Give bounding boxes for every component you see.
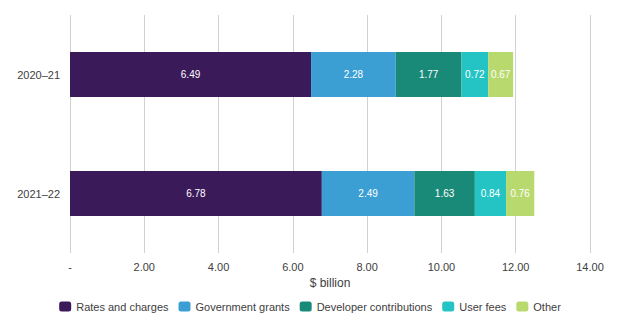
svg-text:$ billion: $ billion [310,276,351,290]
svg-text:4.00: 4.00 [208,261,229,273]
svg-text:6.49: 6.49 [181,69,201,80]
svg-text:1.63: 1.63 [435,188,455,199]
svg-text:Other: Other [533,301,561,313]
svg-text:12.00: 12.00 [502,261,530,273]
svg-text:Developer contributions: Developer contributions [317,301,433,313]
svg-text:1.77: 1.77 [419,69,439,80]
svg-text:6.00: 6.00 [282,261,303,273]
svg-text:-: - [68,261,72,273]
svg-text:Rates and charges: Rates and charges [76,301,169,313]
svg-text:8.00: 8.00 [356,261,377,273]
svg-text:0.76: 0.76 [510,188,530,199]
svg-text:0.84: 0.84 [481,188,501,199]
svg-text:User fees: User fees [459,301,507,313]
svg-text:6.78: 6.78 [186,188,206,199]
svg-text:Government grants: Government grants [196,301,291,313]
svg-text:10.00: 10.00 [428,261,456,273]
svg-text:2.00: 2.00 [134,261,155,273]
svg-text:2021–22: 2021–22 [17,188,60,200]
svg-text:0.67: 0.67 [491,69,511,80]
svg-text:2.49: 2.49 [358,188,378,199]
svg-text:2020–21: 2020–21 [17,69,60,81]
svg-text:2.28: 2.28 [344,69,364,80]
svg-text:0.72: 0.72 [465,69,485,80]
svg-text:14.00: 14.00 [576,261,604,273]
